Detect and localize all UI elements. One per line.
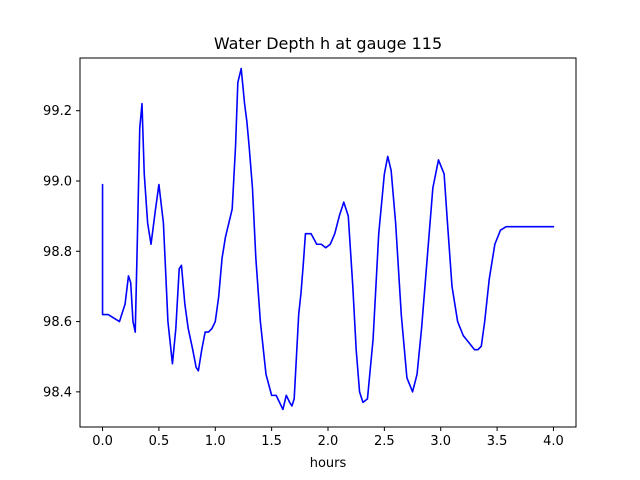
x-tick-label: 0.5: [149, 434, 170, 449]
x-tick-label: 1.0: [205, 434, 226, 449]
y-tick-label: 98.6: [43, 315, 72, 330]
y-tick-label: 98.4: [43, 385, 72, 400]
y-tick-label: 99.2: [43, 104, 72, 119]
x-axis-label: hours: [310, 456, 347, 471]
series-line-0: [101, 67, 555, 411]
x-tick-label: 1.5: [261, 434, 282, 449]
chart-title: Water Depth h at gauge 115: [214, 34, 442, 53]
x-tick-label: 4.0: [543, 434, 564, 449]
y-tick-label: 98.8: [43, 245, 72, 260]
x-tick-label: 3.5: [487, 434, 508, 449]
x-tick-label: 2.0: [318, 434, 339, 449]
x-tick-label: 0.0: [92, 434, 113, 449]
y-tick-label: 99.0: [43, 175, 72, 190]
x-tick-label: 2.5: [374, 434, 395, 449]
x-tick-label: 3.0: [430, 434, 451, 449]
plot-area: 0.0 0.5 1.0 1.5 2.0 2.5 3.0 3.5 4.0 98.4 98.6 98.8 9…: [43, 57, 577, 449]
